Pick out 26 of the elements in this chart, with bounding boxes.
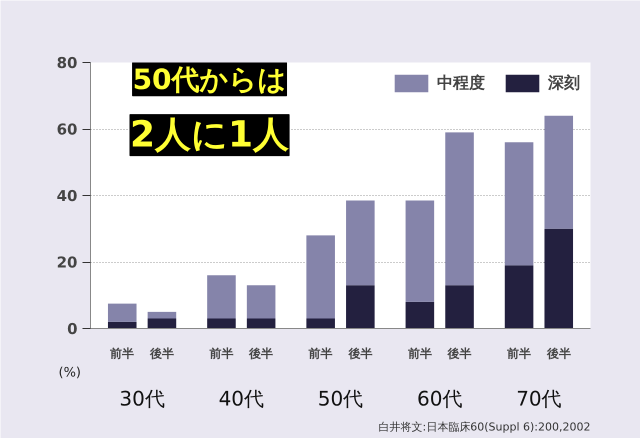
- x-tick-label: 後半: [347, 346, 372, 360]
- x-tick-label: 前半: [506, 346, 532, 360]
- x-tick-label: 前半: [109, 346, 134, 360]
- text: 40代: [218, 386, 264, 410]
- x-tick-label: 後半: [248, 346, 274, 360]
- y-tick-label: 0: [67, 320, 78, 338]
- y-tick-label: 20: [56, 254, 78, 272]
- text: 白井将文:日本臨床60(Suppl 6):200,2002: [378, 420, 591, 434]
- annotation: 50代からは: [132, 62, 287, 96]
- y-tick-label: 60: [56, 120, 78, 138]
- x-tick-label: 後半: [546, 346, 571, 360]
- legend-label: 深刻: [548, 72, 580, 94]
- y-tick-label: 80: [56, 54, 78, 72]
- x-tick-label: 後半: [446, 346, 472, 360]
- x-tick-label: 前半: [406, 346, 432, 360]
- text: 50代: [318, 386, 364, 410]
- y-axis-title: (%): [58, 366, 81, 380]
- annotation: 2人に1人: [130, 114, 290, 156]
- text: 60代: [416, 386, 462, 410]
- text: 70代: [516, 386, 562, 410]
- y-tick-label: 40: [56, 187, 78, 205]
- x-tick-label: 後半: [148, 346, 174, 360]
- legend-label: 中程度: [437, 72, 485, 94]
- text: 30代: [119, 386, 165, 410]
- x-tick-label: 前半: [208, 346, 234, 360]
- x-tick-label: 前半: [308, 346, 333, 360]
